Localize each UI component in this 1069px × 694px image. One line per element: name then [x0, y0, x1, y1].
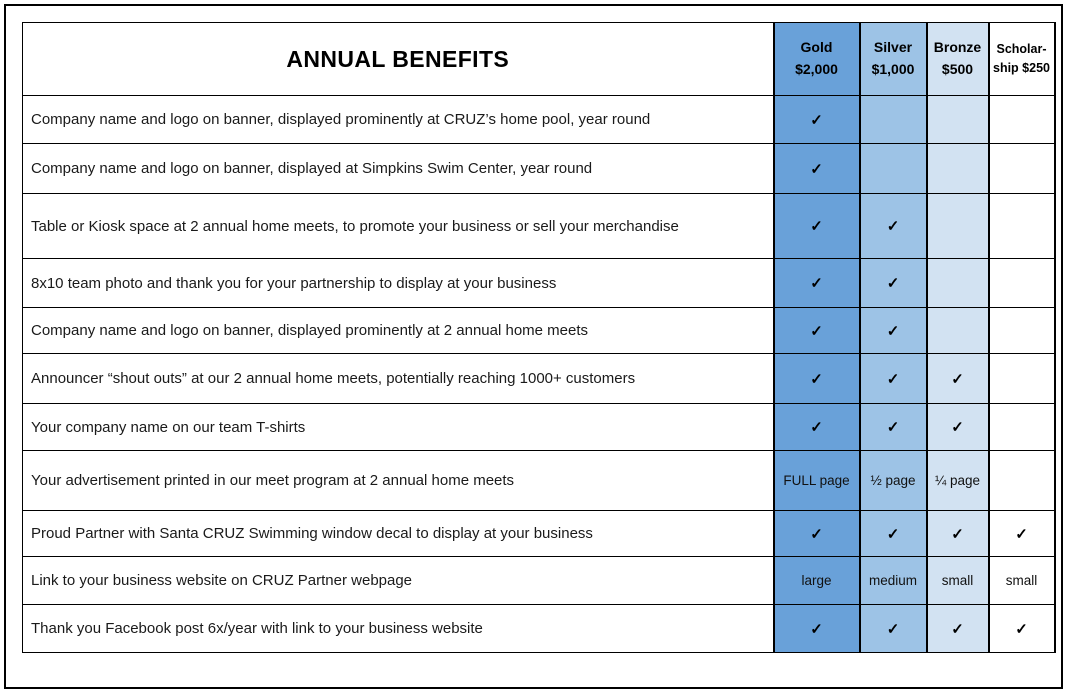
cell-gold: ✓	[772, 143, 861, 194]
cell-scholarship	[987, 403, 1056, 451]
table-row: Your company name on our team T-shirts ✓ ✓…	[22, 403, 1056, 451]
cell-scholarship	[987, 193, 1056, 259]
benefit-text: 8x10 team photo and thank you for your p…	[22, 258, 774, 308]
cell-bronze: ✓	[925, 604, 990, 653]
cell-bronze	[925, 95, 990, 144]
cell-silver: ✓	[858, 353, 928, 404]
benefit-text: Thank you Facebook post 6x/year with lin…	[22, 604, 774, 653]
table-row: 8x10 team photo and thank you for your p…	[22, 258, 1056, 308]
cell-scholarship	[987, 95, 1056, 144]
table-row: Table or Kiosk space at 2 annual home me…	[22, 193, 1056, 259]
cell-bronze	[925, 143, 990, 194]
cell-bronze	[925, 258, 990, 308]
cell-bronze: ✓	[925, 403, 990, 451]
benefit-text: Your company name on our team T-shirts	[22, 403, 774, 451]
cell-scholarship	[987, 143, 1056, 194]
cell-bronze: small	[925, 556, 990, 605]
cell-silver: ✓	[858, 510, 928, 557]
benefit-text: Company name and logo on banner, display…	[22, 307, 774, 354]
tier-name: Bronze	[933, 39, 982, 56]
cell-bronze: ✓	[925, 510, 990, 557]
benefit-text: Proud Partner with Santa CRUZ Swimming w…	[22, 510, 774, 557]
table-row: Company name and logo on banner, display…	[22, 307, 1056, 354]
cell-bronze	[925, 307, 990, 354]
benefits-table: ANNUAL BENEFITS Gold $2,000 Silver $1,00…	[22, 22, 1056, 653]
cell-gold: ✓	[772, 510, 861, 557]
cell-gold: ✓	[772, 403, 861, 451]
benefit-text: Your advertisement printed in our meet p…	[22, 450, 774, 511]
tier-name: Gold	[800, 39, 833, 56]
table-row: Company name and logo on banner, display…	[22, 95, 1056, 144]
cell-gold: ✓	[772, 95, 861, 144]
cell-scholarship: small	[987, 556, 1056, 605]
cell-silver: ✓	[858, 403, 928, 451]
table-row: Thank you Facebook post 6x/year with lin…	[22, 604, 1056, 653]
table-row: Your advertisement printed in our meet p…	[22, 450, 1056, 511]
cell-gold: ✓	[772, 307, 861, 354]
cell-scholarship	[987, 258, 1056, 308]
cell-silver: ✓	[858, 307, 928, 354]
benefit-text: Link to your business website on CRUZ Pa…	[22, 556, 774, 605]
cell-silver: medium	[858, 556, 928, 605]
cell-bronze: ✓	[925, 353, 990, 404]
cell-silver	[858, 143, 928, 194]
cell-gold: ✓	[772, 604, 861, 653]
cell-scholarship: ✓	[987, 604, 1056, 653]
cell-scholarship	[987, 353, 1056, 404]
cell-silver: ✓	[858, 193, 928, 259]
cell-gold: FULL page	[772, 450, 861, 511]
cell-scholarship: ✓	[987, 510, 1056, 557]
cell-silver: ✓	[858, 604, 928, 653]
cell-scholarship	[987, 450, 1056, 511]
cell-gold: ✓	[772, 193, 861, 259]
column-header-gold: Gold $2,000	[772, 22, 861, 96]
table-row: Company name and logo on banner, display…	[22, 143, 1056, 194]
tier-amount: $1,000	[871, 61, 915, 77]
tier-name: Silver	[873, 39, 913, 56]
column-header-silver: Silver $1,000	[858, 22, 928, 96]
cell-scholarship	[987, 307, 1056, 354]
table-row: Link to your business website on CRUZ Pa…	[22, 556, 1056, 605]
cell-bronze: ¼ page	[925, 450, 990, 511]
tier-amount: ship $250	[993, 61, 1050, 75]
cell-bronze	[925, 193, 990, 259]
column-header-scholarship: Scholar- ship $250	[987, 22, 1056, 96]
cell-silver: ½ page	[858, 450, 928, 511]
benefit-text: Company name and logo on banner, display…	[22, 143, 774, 194]
cell-gold: large	[772, 556, 861, 605]
table-row: Proud Partner with Santa CRUZ Swimming w…	[22, 510, 1056, 557]
cell-gold: ✓	[772, 258, 861, 308]
column-header-bronze: Bronze $500	[925, 22, 990, 96]
table-title: ANNUAL BENEFITS	[22, 22, 774, 96]
header-row: ANNUAL BENEFITS Gold $2,000 Silver $1,00…	[22, 22, 1056, 96]
tier-amount: $2,000	[795, 61, 838, 77]
table-row: Announcer “shout outs” at our 2 annual h…	[22, 353, 1056, 404]
cell-gold: ✓	[772, 353, 861, 404]
tier-amount: $500	[941, 61, 974, 77]
cell-silver	[858, 95, 928, 144]
benefit-text: Company name and logo on banner, display…	[22, 95, 774, 144]
benefit-text: Announcer “shout outs” at our 2 annual h…	[22, 353, 774, 404]
cell-silver: ✓	[858, 258, 928, 308]
benefit-text: Table or Kiosk space at 2 annual home me…	[22, 193, 774, 259]
tier-name: Scholar-	[996, 42, 1047, 57]
